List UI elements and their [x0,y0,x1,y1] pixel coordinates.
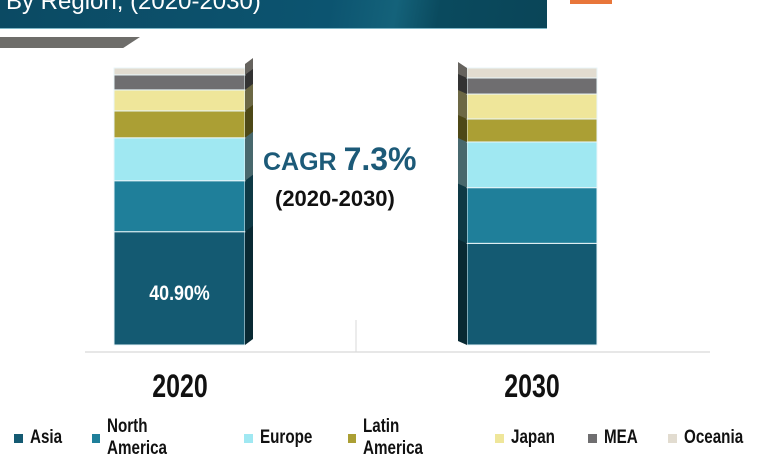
bar-segment-2020-oceania [113,67,246,76]
cagr-callout: CAGR 7.3% [263,141,417,178]
legend-swatch [347,433,356,443]
brand-logo [570,0,612,4]
x-tick-label-2030: 2030 [504,368,560,404]
bar-segment-2030-north-america [466,187,598,244]
bar-side-2030-europe [458,135,467,188]
bar-segment-2030-japan [466,93,598,120]
decorative-tab [0,37,140,48]
bar-side-2020-north-america [245,170,253,232]
bar-segment-2020-north-america [113,180,246,233]
legend-label: North America [107,416,168,459]
legend-label: Europe [260,427,313,448]
cagr-value: 7.3% [343,141,417,177]
legend-item-latin-america: Latin America [347,416,473,460]
bar-side-2020-asia [245,221,253,345]
bar-segment-2030-latin-america [466,118,598,143]
bar-side-2020-oceania [245,58,253,75]
bar-segment-2030-mea [466,77,598,95]
data-label-2020-asia: 40.90% [149,282,209,306]
bar-segment-2020-latin-america [113,110,246,139]
bar-side-2020-europe [245,127,253,181]
legend: Asia North America Europe Latin America Japa… [14,416,780,460]
chart-title: By Region, (2020-2030) [6,0,261,15]
legend-swatch [14,433,23,443]
legend-item-europe: Europe [244,416,325,460]
bar-side-2030-oceania [458,62,467,78]
legend-item-north-america: North America [92,416,222,460]
legend-label: Oceania [684,427,744,448]
bar-side-2030-latin-america [458,112,467,142]
legend-label: Latin America [362,416,423,459]
bar-segment-2030-asia [466,242,598,346]
legend-swatch [244,433,254,443]
bar-segment-2020-mea [113,74,246,91]
legend-label: Asia [30,427,63,448]
legend-swatch [494,433,504,443]
cagr-label: CAGR [263,148,337,176]
legend-label: MEA [603,427,638,448]
legend-swatch [92,433,101,443]
legend-item-japan: Japan [494,416,566,460]
bar-side-2030-japan [458,88,467,119]
title-banner: By Region, (2020-2030) [0,0,547,29]
bar-segment-2030-europe [466,141,598,189]
legend-item-oceania: Oceania [668,416,758,460]
stacked-bar-chart: 40.90% [85,58,710,353]
legend-item-mea: MEA [587,416,646,460]
bar-side-2020-latin-america [245,100,253,138]
bar-side-2030-north-america [458,181,467,244]
legend-swatch [668,433,678,443]
legend-label: Japan [510,427,555,448]
legend-item-asia: Asia [14,416,70,460]
bar-segment-2030-oceania [466,67,598,79]
cagr-period: (2020-2030) [275,186,395,211]
bar-segment-2020-japan [113,89,246,112]
legend-swatch [587,433,597,443]
bar-side-2030-asia [458,237,467,345]
x-tick-label-2020: 2020 [152,368,208,404]
bar-segment-2020-europe [113,137,246,182]
bar-side-2030-mea [458,71,467,95]
